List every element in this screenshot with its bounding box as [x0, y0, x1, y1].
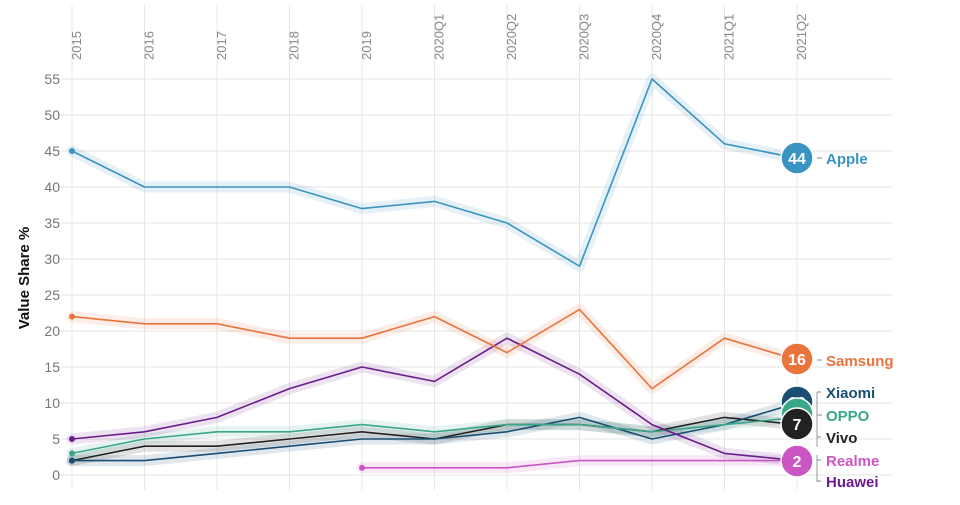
- y-tick-label: 45: [44, 143, 60, 159]
- series-label-vivo: Vivo: [826, 430, 857, 447]
- x-tick-label: 2016: [142, 31, 157, 60]
- series-start-dot-apple: [69, 148, 75, 154]
- end-bubble-samsung: [780, 342, 814, 376]
- series-label-apple: Apple: [826, 151, 868, 168]
- x-tick-label: 2020Q3: [577, 14, 592, 60]
- end-value-realme: 2: [793, 454, 802, 471]
- end-value-apple: 44: [788, 151, 806, 168]
- series-line-oppo: [71, 416, 798, 455]
- x-tick-label: 2021Q1: [722, 14, 737, 60]
- x-tick-label: 2018: [287, 31, 302, 60]
- series-line-realme: [361, 459, 798, 469]
- x-tick-label: 2019: [359, 31, 374, 60]
- y-tick-label: 50: [44, 107, 60, 123]
- x-tick-label: 2020Q4: [649, 14, 664, 60]
- x-tick-label: 2020Q1: [432, 14, 447, 60]
- y-tick-label: 55: [44, 71, 60, 87]
- series-start-dot-realme: [359, 464, 365, 471]
- y-axis-ticks: 0 5 10 15 20 25 30 35 40 45 50 55: [44, 71, 60, 483]
- series-label-huawei: Huawei: [826, 474, 879, 491]
- x-tick-label: 2021Q2: [794, 14, 809, 60]
- y-axis-label: Value Share %: [16, 227, 33, 330]
- y-tick-label: 10: [44, 395, 60, 411]
- series-label-xiaomi: Xiaomi: [826, 385, 875, 402]
- y-tick-label: 30: [44, 251, 60, 267]
- y-tick-label: 15: [44, 359, 60, 375]
- series-line-apple: [71, 78, 798, 267]
- series-label-realme: Realme: [826, 453, 879, 470]
- series-line-huawei: [71, 337, 798, 462]
- series-start-dot-huawei: [69, 436, 75, 442]
- series-end-labels: 44161072AppleSamsungXiaomiOPPOVivoRealme…: [780, 141, 894, 491]
- series-line-samsung: [71, 308, 798, 390]
- end-bubble-vivo: [780, 407, 814, 441]
- series-start-dot-oppo: [69, 450, 75, 457]
- x-tick-label: 2017: [214, 31, 229, 60]
- y-tick-label: 40: [44, 179, 60, 195]
- end-value-samsung: 16: [788, 352, 806, 369]
- x-tick-label: 2015: [69, 31, 84, 60]
- y-tick-label: 25: [44, 287, 60, 303]
- y-tick-label: 20: [44, 323, 60, 339]
- y-tick-label: 5: [52, 431, 60, 447]
- series-start-dot-samsung: [69, 313, 75, 320]
- end-value-vivo: 7: [793, 417, 802, 434]
- x-tick-label: 2020Q2: [504, 14, 519, 60]
- series-start-dots: [69, 148, 365, 471]
- end-bubble-realme: [780, 444, 814, 478]
- series-label-oppo: OPPO: [826, 408, 870, 425]
- series-start-dot-xiaomi: [69, 457, 75, 464]
- y-tick-label: 35: [44, 215, 60, 231]
- y-tick-label: 0: [52, 467, 60, 483]
- end-bubble-apple: [780, 141, 814, 175]
- x-axis-ticks: 2015 2016 2017 2018 2019 2020Q1 2020Q2 2020Q3 20…: [69, 14, 809, 60]
- series-label-samsung: Samsung: [826, 353, 894, 370]
- series-lines: [71, 78, 798, 469]
